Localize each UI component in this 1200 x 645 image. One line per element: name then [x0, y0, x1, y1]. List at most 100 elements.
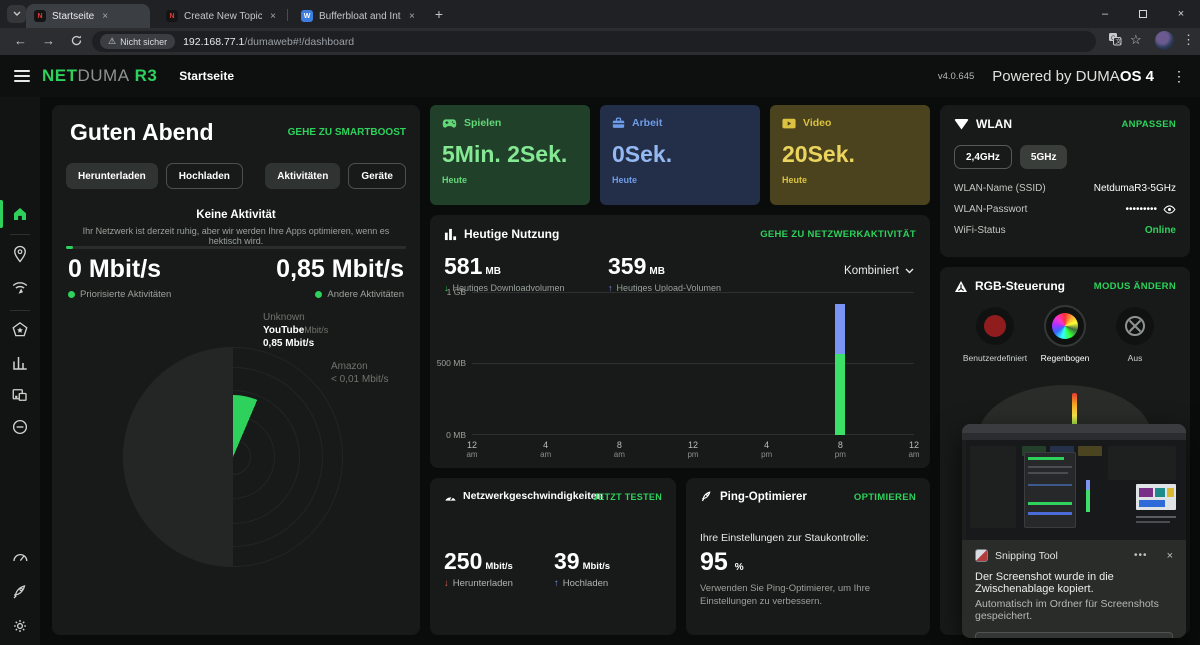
notification-thumbnail[interactable]	[962, 424, 1186, 540]
y-tick: 0 MB	[446, 430, 466, 440]
header-menu-icon[interactable]: ⋮	[1172, 67, 1186, 84]
upload-toggle-button[interactable]: Hochladen	[165, 163, 243, 189]
sidebar-item-speedtest[interactable]	[11, 549, 29, 567]
download-unit: MB	[485, 266, 501, 277]
tab-close-icon[interactable]: ×	[270, 10, 276, 22]
bar-chart-icon	[13, 357, 27, 370]
close-button[interactable]: ×	[1177, 8, 1185, 20]
usage-download-stat: 581 MB ↓ Heutiges Downloadvolumen	[444, 253, 565, 293]
sidebar-item-blocked[interactable]	[11, 418, 29, 436]
category-card-video[interactable]: Video 20Sek. Heute	[770, 105, 930, 205]
ping-unit: %	[734, 562, 744, 573]
devices-toggle-button[interactable]: Geräte	[348, 163, 406, 189]
url-host: 192.168.77.1	[183, 35, 245, 48]
rgb-mode-off[interactable]: Aus	[1100, 307, 1170, 363]
radial-label-amazon: Amazon	[331, 361, 368, 372]
combined-filter-dropdown[interactable]: Kombiniert	[844, 265, 914, 277]
x-tick: 4 pm	[761, 440, 773, 459]
browser-tab-bufferbloat[interactable]: W Bufferbloat and Internet Speed ×	[293, 4, 423, 28]
security-chip-label: Nicht sicher	[120, 36, 168, 47]
usage-bar-download	[835, 353, 846, 435]
usage-bar-8pm[interactable]	[835, 303, 846, 435]
sidebar-item-home[interactable]	[11, 205, 29, 223]
browser-tab-strip: N Startseite × N Create New Topic - Netd…	[0, 0, 1200, 28]
markup-share-button[interactable]: Markup und Freigabe	[975, 632, 1173, 638]
goto-network-activity-link[interactable]: GEHE ZU NETZWERKAKTIVITÄT	[760, 229, 916, 240]
download-toggle-button[interactable]: Herunterladen	[66, 163, 158, 189]
tab-title: Bufferbloat and Internet Speed	[319, 10, 401, 22]
mode-label: Aus	[1127, 353, 1143, 363]
speedometer-icon	[13, 553, 28, 562]
sidebar-item-network-activity[interactable]	[11, 354, 29, 372]
notification-close-icon[interactable]: ×	[1166, 549, 1173, 562]
goto-smartboost-link[interactable]: GEHE ZU SMARTBOOST	[287, 127, 406, 138]
browser-menu-icon[interactable]: ⋮	[1182, 32, 1195, 47]
activity-toggles: Herunterladen Hochladen Aktivitäten Gerä…	[66, 163, 406, 189]
brand-logo[interactable]: NETDUMA R3	[42, 66, 157, 86]
sidebar-divider	[10, 234, 30, 235]
rgb-mode-rainbow[interactable]: Regenbogen	[1030, 305, 1100, 363]
speedometer-icon	[445, 494, 456, 501]
forward-button[interactable]: →	[42, 33, 55, 48]
y-tick: 1 GB	[446, 287, 466, 297]
maximize-button[interactable]	[1124, 0, 1162, 28]
download-speed-unit: Mbit/s	[485, 561, 513, 572]
reload-button[interactable]	[70, 34, 83, 47]
menu-hamburger-icon[interactable]	[14, 70, 30, 82]
tab-close-icon[interactable]: ×	[409, 10, 415, 22]
translate-icon[interactable]: G文	[1108, 32, 1122, 46]
circle-minus-icon	[12, 419, 28, 435]
sidebar-item-devices[interactable]	[11, 386, 29, 404]
y-tick: 500 MB	[436, 358, 466, 368]
eye-icon[interactable]	[1163, 205, 1176, 214]
prioritized-legend-label: Priorisierte Aktivitäten	[80, 289, 172, 300]
category-card-work[interactable]: Arbeit 0Sek. Heute	[600, 105, 760, 205]
tab-search-button[interactable]	[7, 5, 26, 23]
rgb-mode-custom[interactable]: Benutzerdefiniert	[960, 307, 1030, 363]
security-chip[interactable]: ⚠ Nicht sicher	[100, 34, 176, 49]
notification-more-icon[interactable]: •••	[1134, 550, 1148, 561]
usage-plot: 12 am 4 am 8 am 12 pm 4 pm 8 pm 12 am	[466, 292, 920, 459]
off-icon	[1125, 316, 1145, 336]
tab-separator	[287, 9, 288, 21]
sidebar-item-geofilter[interactable]	[11, 245, 29, 263]
radial-label-youtube: YouTubeMbit/s	[263, 324, 328, 337]
change-mode-link[interactable]: MODUS ÄNDERN	[1093, 281, 1176, 292]
optimize-link[interactable]: OPTIMIEREN	[853, 492, 916, 503]
page-title: Startseite	[179, 69, 234, 83]
profile-avatar[interactable]	[1155, 31, 1174, 50]
band-24ghz-button[interactable]: 2,4GHz	[954, 145, 1012, 169]
ping-percent: 95	[700, 548, 728, 576]
netduma-forum-favicon: N	[166, 10, 178, 22]
radial-label-unknown: Unknown	[263, 312, 305, 323]
wlan-ssid-row: WLAN-Name (SSID) NetdumaR3-5GHz	[954, 183, 1176, 194]
address-bar[interactable]: ⚠ Nicht sicher 192.168.77.1/dumaweb#!/da…	[92, 31, 1096, 52]
back-button[interactable]: ←	[14, 33, 27, 48]
brand-duma: DUMA	[77, 66, 130, 85]
sidebar-item-ping-optimizer[interactable]	[11, 583, 29, 601]
new-tab-button[interactable]: +	[434, 6, 444, 22]
bandwidth-track	[66, 246, 406, 249]
adjust-link[interactable]: ANPASSEN	[1121, 119, 1176, 130]
browser-tab-startseite[interactable]: N Startseite ×	[26, 4, 150, 28]
radial-label-youtube-value: 0,85 Mbit/s	[263, 338, 315, 349]
devices-icon	[12, 389, 27, 401]
activities-toggle-button[interactable]: Aktivitäten	[265, 163, 341, 189]
tab-close-icon[interactable]: ×	[102, 10, 109, 22]
ping-value: 95 %	[700, 548, 744, 577]
minimize-button[interactable]: –	[1101, 8, 1109, 20]
tab-title: Startseite	[52, 10, 95, 22]
wifi-icon	[954, 118, 969, 130]
browser-tab-forum[interactable]: N Create New Topic - Netduma Fo ×	[158, 4, 284, 28]
sidebar-item-smartboost[interactable]	[11, 278, 29, 296]
down-arrow-icon: ↓	[444, 283, 449, 293]
band-5ghz-button[interactable]: 5GHz	[1019, 145, 1068, 169]
sidebar-item-settings[interactable]	[11, 617, 29, 635]
test-now-link[interactable]: JETZT TESTEN	[592, 492, 662, 502]
notification-line1: Der Screenshot wurde in die Zwischenabla…	[975, 571, 1114, 595]
sidebar-item-qos[interactable]	[11, 321, 29, 339]
category-card-gaming[interactable]: Spielen 5Min. 2Sek. Heute	[430, 105, 590, 205]
bookmark-star-icon[interactable]: ☆	[1130, 32, 1142, 47]
chevron-down-icon	[905, 268, 914, 274]
notification-line2: Automatisch im Ordner für Screenshots ge…	[975, 598, 1159, 622]
